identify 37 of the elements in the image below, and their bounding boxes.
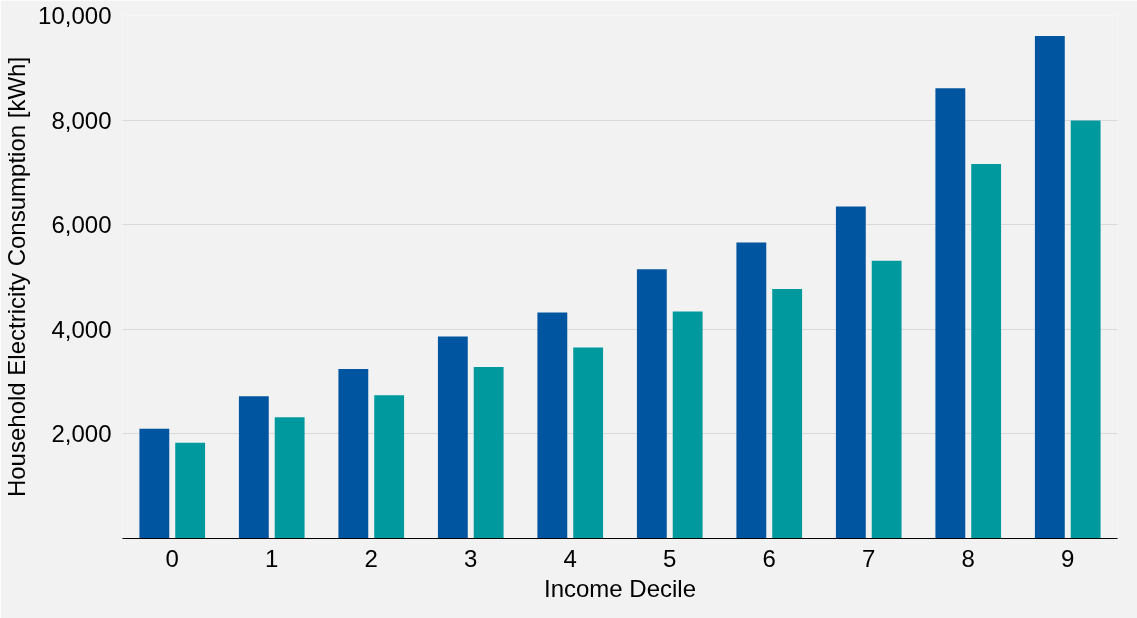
y-tick-label: 6,000 <box>51 211 112 239</box>
bar <box>971 164 1002 539</box>
bar <box>736 242 767 539</box>
x-tick-label: 0 <box>165 544 179 572</box>
bar <box>1034 35 1065 539</box>
x-tick-label: 7 <box>862 544 876 572</box>
bar <box>1070 120 1101 539</box>
bar <box>835 206 866 539</box>
bar <box>672 311 703 539</box>
bar <box>437 336 468 539</box>
x-tick-label: 8 <box>961 544 975 572</box>
y-tick-label: 2,000 <box>51 420 112 448</box>
y-axis-title: Household Electricity Consumption [kWh] <box>3 56 31 498</box>
y-tick-label: 10,000 <box>38 2 112 29</box>
x-tick-label: 2 <box>364 544 378 572</box>
x-tick-label: 5 <box>663 544 677 572</box>
bar <box>573 347 604 539</box>
x-axis-title: Income Decile <box>543 574 697 602</box>
x-tick-label: 6 <box>762 544 776 572</box>
bar <box>772 289 803 539</box>
y-tick-label: 8,000 <box>51 106 112 134</box>
x-tick-label: 4 <box>563 544 577 572</box>
bar <box>473 366 504 539</box>
bar <box>139 428 170 539</box>
bar <box>374 395 405 539</box>
bar <box>636 269 667 539</box>
bar <box>338 369 369 539</box>
bar <box>274 417 305 539</box>
bar <box>537 312 568 539</box>
bar <box>175 442 206 539</box>
y-tick-label: 4,000 <box>51 315 112 343</box>
x-tick-label: 1 <box>265 544 279 572</box>
x-tick-label: 9 <box>1061 544 1075 572</box>
bar <box>871 260 902 539</box>
bar <box>238 396 269 539</box>
x-tick-label: 3 <box>464 544 478 572</box>
bar <box>935 88 966 539</box>
